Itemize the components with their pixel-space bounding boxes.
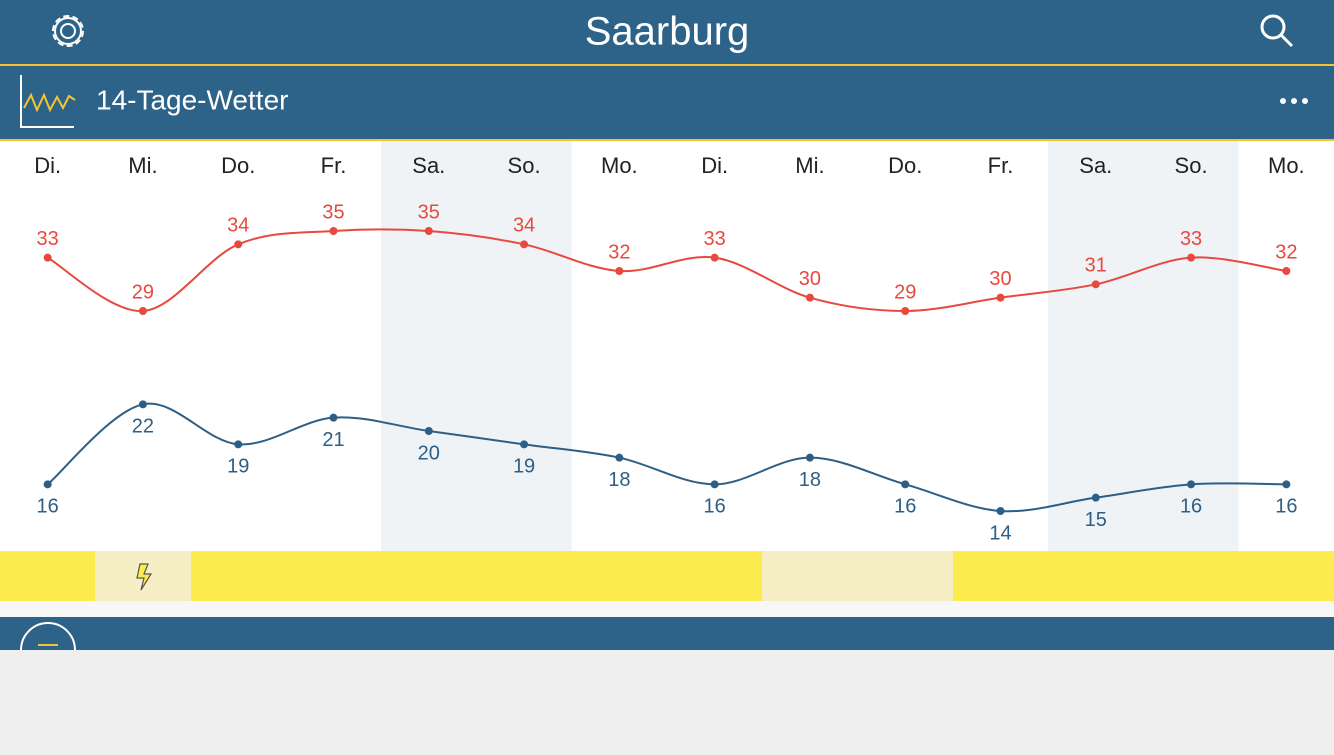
- temperature-point: [424, 427, 433, 435]
- temperature-point: [1187, 480, 1196, 489]
- temperature-point: [1091, 280, 1100, 289]
- temperature-label: 15: [1085, 509, 1107, 531]
- temperature-label: 16: [1275, 496, 1297, 518]
- weekend-column: [381, 141, 477, 551]
- divider: [0, 139, 1334, 141]
- temperature-point: [615, 267, 624, 275]
- next-section-icon: [20, 622, 76, 651]
- temperature-label: 33: [704, 228, 726, 250]
- day-label: Do.: [221, 153, 255, 178]
- temperature-label: 16: [37, 496, 59, 518]
- temperature-label: 18: [608, 469, 630, 491]
- temperature-point: [329, 227, 338, 235]
- temperature-point: [901, 480, 910, 489]
- day-label: Sa.: [1079, 153, 1112, 178]
- temperature-point: [520, 440, 529, 449]
- top-bar: [0, 0, 1334, 64]
- day-label: Mo.: [601, 153, 638, 178]
- thunder-icon: [136, 563, 153, 591]
- city-title: Saarburg: [585, 10, 750, 54]
- day-label: Di.: [34, 153, 61, 178]
- temperature-point: [329, 413, 338, 422]
- temperature-label: 34: [513, 215, 535, 237]
- weather-strip: [0, 551, 1334, 601]
- settings-button[interactable]: [52, 15, 84, 47]
- temperature-label: 16: [1180, 496, 1202, 518]
- temperature-label: 30: [989, 268, 1011, 290]
- spacer: [0, 601, 1334, 617]
- temperature-point: [710, 253, 719, 262]
- section-bar: [0, 66, 1334, 139]
- day-label: Sa.: [412, 153, 445, 178]
- temperature-point: [1187, 253, 1196, 262]
- temperature-point: [615, 453, 624, 462]
- weekend-column: [1143, 141, 1239, 551]
- temperature-point: [805, 453, 814, 462]
- temperature-point: [996, 293, 1005, 302]
- temperature-point: [43, 253, 52, 262]
- section-title: 14-Tage-Wetter: [96, 84, 288, 115]
- day-label: Do.: [888, 153, 922, 178]
- temperature-label: 32: [1275, 241, 1297, 263]
- temperature-label: 33: [1180, 228, 1202, 250]
- day-label: Mo.: [1268, 153, 1305, 178]
- day-label: Fr.: [988, 153, 1014, 178]
- temperature-point: [234, 240, 243, 249]
- temperature-label: 16: [894, 496, 916, 518]
- temperature-label: 21: [322, 429, 344, 451]
- temperature-point: [1091, 493, 1100, 502]
- temperature-point: [138, 307, 147, 315]
- temperature-point: [1282, 267, 1291, 275]
- temperature-label: 29: [894, 281, 916, 303]
- temperature-label: 35: [322, 201, 344, 223]
- temperature-label: 32: [608, 241, 630, 263]
- weekend-column: [1048, 141, 1144, 551]
- temperature-point: [43, 480, 52, 489]
- temperature-point: [1282, 480, 1291, 489]
- temperature-label: 29: [132, 281, 154, 303]
- temperature-label: 22: [132, 416, 154, 438]
- day-label: So.: [1175, 153, 1208, 178]
- search-button[interactable]: [1260, 14, 1294, 48]
- temperature-point: [996, 507, 1005, 515]
- temperature-label: 19: [513, 456, 535, 478]
- chart-icon: [20, 75, 76, 128]
- temperature-label: 30: [799, 268, 821, 290]
- next-section-bar: [0, 617, 1334, 650]
- temperature-point: [424, 227, 433, 235]
- weekend-column: [476, 141, 572, 551]
- day-label: So.: [508, 153, 541, 178]
- divider: [0, 64, 1334, 66]
- temperature-point: [234, 440, 243, 449]
- chart: Di. Mi. Do. Fr. Sa. So. Mo. Di. Mi. Do. Fr. Sa. So. M…: [34, 153, 1305, 544]
- day-label: Fr.: [321, 153, 347, 178]
- temperature-label: 33: [37, 228, 59, 250]
- temperature-point: [805, 293, 814, 302]
- temperature-label: 34: [227, 215, 249, 237]
- day-label: Mi.: [128, 153, 157, 178]
- day-label: Di.: [701, 153, 728, 178]
- temperature-label: 35: [418, 201, 440, 223]
- temperature-label: 19: [227, 456, 249, 478]
- more-button[interactable]: [1280, 98, 1308, 104]
- temperature-point: [138, 400, 147, 409]
- weather-cell: [762, 551, 953, 601]
- temperature-label: 16: [704, 496, 726, 518]
- temperature-label: 18: [799, 469, 821, 491]
- temperature-label: 14: [989, 522, 1011, 544]
- temperature-point: [520, 240, 529, 249]
- temperature-point: [710, 480, 719, 489]
- day-label: Mi.: [795, 153, 824, 178]
- temperature-point: [901, 307, 910, 315]
- temperature-label: 20: [418, 442, 440, 464]
- temperature-label: 31: [1085, 255, 1107, 277]
